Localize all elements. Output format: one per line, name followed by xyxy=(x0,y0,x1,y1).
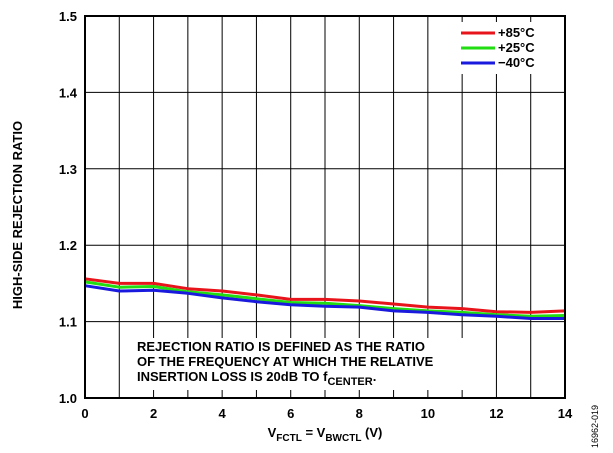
x-tick-labels: 0 2 4 6 8 10 12 14 xyxy=(81,406,573,421)
x-tick-label: 4 xyxy=(219,406,227,421)
y-tick-label: 1.0 xyxy=(59,391,77,406)
legend: +85°C+25°C−40°C xyxy=(461,25,535,70)
x-axis-label-equals: = V xyxy=(302,425,326,440)
y-tick-label: 1.3 xyxy=(59,162,77,177)
annotation-line-3: INSERTION LOSS IS 20dB TO fCENTER. xyxy=(137,369,376,388)
plot-frame xyxy=(84,15,566,399)
legend-label: +25°C xyxy=(498,40,535,55)
legend-label: +85°C xyxy=(498,25,535,40)
legend-label: −40°C xyxy=(498,55,535,70)
x-tick-label: 2 xyxy=(150,406,157,421)
annotation-box xyxy=(133,338,463,390)
y-tick-label: 1.1 xyxy=(59,315,77,330)
x-axis-label: VFCTL = VBWCTL (V) xyxy=(268,425,383,444)
series-group xyxy=(84,277,566,320)
x-tick-label: 14 xyxy=(558,406,573,421)
x-axis-label-sub1: FCTL xyxy=(276,433,302,444)
y-tick-label: 1.5 xyxy=(59,9,77,24)
x-axis-label-unit: (V) xyxy=(361,425,382,440)
annotation-line-1: REJECTION RATIO IS DEFINED AS THE RATIO xyxy=(137,339,425,354)
x-tick-label: 0 xyxy=(81,406,88,421)
x-tick-label: 8 xyxy=(356,406,363,421)
figure-id: 16962-019 xyxy=(590,405,600,448)
y-tick-label: 1.2 xyxy=(59,238,77,253)
grid xyxy=(85,16,565,398)
series-line xyxy=(84,284,565,320)
annotation-line-3-text: INSERTION LOSS IS 20dB TO f xyxy=(137,369,328,384)
y-tick-labels: 1.0 1.1 1.2 1.3 1.4 1.5 xyxy=(59,9,78,406)
annotation-subscript: CENTER xyxy=(327,376,372,388)
annotation-period: . xyxy=(373,369,377,384)
x-tick-label: 6 xyxy=(287,406,294,421)
x-tick-label: 12 xyxy=(489,406,503,421)
x-axis-label-sub2: BWCTL xyxy=(325,433,361,444)
annotation-line-2: OF THE FREQUENCY AT WHICH THE RELATIVE xyxy=(137,354,434,369)
series-line xyxy=(84,280,566,318)
x-tick-label: 10 xyxy=(421,406,435,421)
series-line xyxy=(84,277,566,314)
y-tick-label: 1.4 xyxy=(59,85,78,100)
y-axis-label: HIGH-SIDE REJECTION RATIO xyxy=(10,121,25,309)
x-axis-label-v1: V xyxy=(268,425,277,440)
